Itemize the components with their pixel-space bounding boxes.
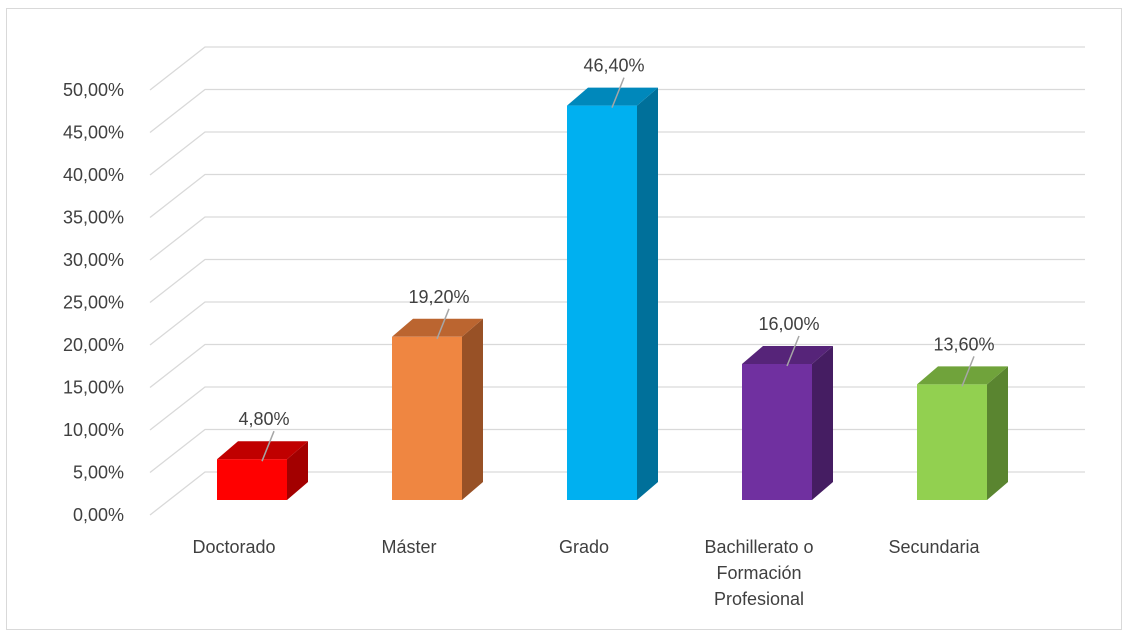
bar-5 [917, 366, 1008, 500]
category-label: Doctorado [192, 537, 275, 557]
leader-line [261, 430, 275, 462]
bar-front [567, 105, 637, 500]
bar-4 [742, 346, 833, 500]
data-label: 46,40% [583, 56, 644, 76]
gridline [149, 301, 1085, 346]
category-label: Secundaria [888, 537, 980, 557]
data-label: 19,20% [408, 287, 469, 307]
data-label-leaders [261, 77, 975, 462]
bar-top [392, 318, 483, 337]
bar-1 [217, 441, 308, 500]
gridline [149, 88, 1085, 134]
bars [217, 87, 1008, 500]
bar-top [742, 346, 833, 364]
y-axis-tick-labels: 0,00% 5,00% 10,00% 15,00% 20,00% 25,00% 30,00%… [63, 80, 124, 525]
bar-front [392, 336, 462, 500]
gridline [149, 343, 1085, 389]
data-label: 4,80% [238, 409, 289, 429]
bar-top [567, 87, 658, 106]
bar-front [742, 364, 812, 500]
bar-front [917, 384, 987, 500]
y-tick-label: 5,00% [73, 463, 124, 483]
leader-line [786, 335, 800, 367]
data-label: 13,60% [933, 334, 994, 354]
chart-frame [6, 8, 1122, 630]
bar-side [812, 346, 833, 500]
bar-3 [567, 87, 658, 500]
y-tick-label: 20,00% [63, 335, 124, 355]
bar-side [287, 441, 308, 500]
category-label: Máster [381, 537, 436, 557]
gridline [149, 258, 1085, 304]
bar-top [217, 441, 308, 460]
data-labels: 4,80% 19,20% 46,40% 16,00% 13,60% [238, 56, 994, 430]
bar-side [462, 318, 483, 500]
category-label: Bachillerato o Formación Profesional [704, 537, 813, 609]
bar-front [217, 459, 287, 500]
category-label: Grado [559, 537, 609, 557]
bar-side [987, 366, 1008, 500]
leader-line [611, 77, 625, 108]
leader-line [961, 356, 975, 387]
gridline [149, 216, 1085, 261]
y-tick-label: 10,00% [63, 420, 124, 440]
y-tick-label: 0,00% [73, 505, 124, 525]
bar-top [917, 366, 1008, 385]
data-label: 16,00% [758, 314, 819, 334]
y-tick-label: 40,00% [63, 165, 124, 185]
y-tick-label: 30,00% [63, 250, 124, 270]
gridline [149, 173, 1085, 219]
gridline [149, 131, 1085, 176]
y-tick-label: 35,00% [63, 208, 124, 228]
y-tick-label: 50,00% [63, 80, 124, 100]
x-axis-category-labels: Doctorado Máster Grado Bachillerato o Formac… [192, 537, 980, 609]
leader-line [436, 308, 450, 340]
y-tick-label: 25,00% [63, 293, 124, 313]
gridline [149, 46, 1085, 91]
y-tick-label: 45,00% [63, 123, 124, 143]
bar-side [637, 87, 658, 500]
y-tick-label: 15,00% [63, 378, 124, 398]
bar-2 [392, 318, 483, 500]
